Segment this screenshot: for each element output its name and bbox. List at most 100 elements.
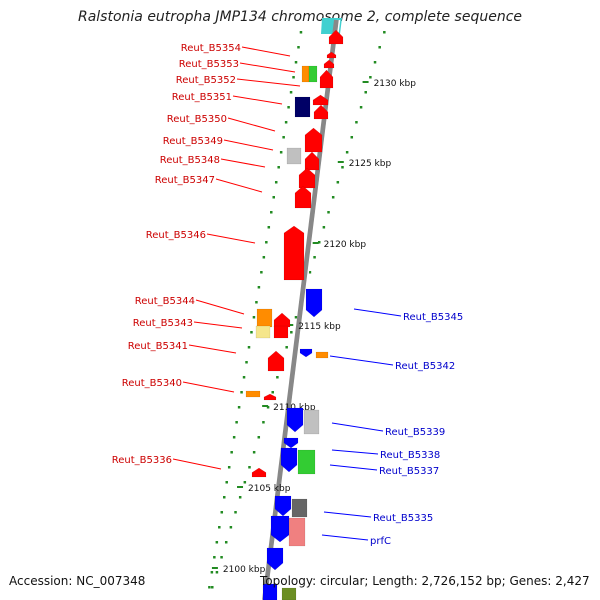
gene-b5338 [280,447,298,473]
gene-label-right: Reut_B5345 [403,312,463,323]
leader-line-right [331,422,384,432]
gene-b5353-arrow [323,59,335,69]
leader-line-left [220,158,266,168]
accession-label: Accession: NC_007348 [9,574,146,588]
gene-b5341 [267,350,285,372]
guide-dot-left [232,436,236,439]
gene-label-left: Reut_B5347 [155,175,215,186]
leader-line-left [206,233,256,244]
guide-dot-left [242,376,246,379]
guide-dot-right [331,196,335,199]
guide-dot-left [225,481,228,484]
guide-dot-left [292,76,295,79]
guide-dot-right [336,181,340,184]
guide-dot-left [279,151,283,154]
guide-dot-right [359,106,363,109]
guide-dot-right [373,61,377,64]
guide-dot-right [322,226,326,229]
guide-dot-left [287,106,290,109]
guide-dot-left [250,331,253,334]
guide-dot-left [262,256,266,259]
ruler-label: 2130 kbp [374,79,417,89]
guide-dot-right [276,376,279,379]
gene-b5344 [256,308,273,328]
gene-label-right: Reut_B5338 [380,450,440,461]
gene-b5350 [313,104,329,120]
guide-dot-left [260,271,263,274]
leader-line-left [172,458,222,470]
gene-label-right: Reut_B5335 [373,513,433,524]
gene-b5352 [319,69,334,89]
guide-dot-right [234,511,237,514]
leader-line-right [353,308,402,317]
leader-line-right [331,449,379,455]
guide-dot-right [238,496,242,499]
gene-label-left: Reut_B5344 [135,296,195,307]
gene-b5354 [326,51,337,59]
leader-line-right [329,464,378,471]
gene-label-left: Reut_B5351 [172,92,232,103]
gene-label-left: Reut_B5343 [133,318,193,329]
guide-dot-left [235,421,238,424]
gene-b5339 [303,409,320,435]
guide-dot-left [294,61,298,64]
gene-b5343-pale [255,325,271,339]
guide-dot-left [222,496,226,499]
guide-dot-left [218,526,221,529]
leader-line-left [193,321,243,329]
ruler-label: 2100 kbp [223,565,266,575]
guide-dot-left [277,166,280,169]
leader-line-right [329,355,394,366]
leader-line-left [182,381,235,393]
gene-b5345 [305,288,323,318]
gene-b5335 [291,498,308,518]
guide-dot-right [383,31,386,34]
guide-dot-right [211,586,214,589]
guide-dot-left [267,226,271,229]
gene-b5343 [273,312,291,328]
gene-b5335-blue [274,495,292,517]
guide-dot-right [313,256,316,259]
gene-b5346 [283,225,305,281]
gene-label-left: Reut_B5354 [181,43,241,54]
gene-label-right: Reut_B5339 [385,427,445,438]
gene-b5349-grey [286,147,302,165]
ruler-label: 2120 kbp [324,240,367,250]
gene-label-left: Reut_B5349 [163,136,223,147]
guide-dot-right [266,406,270,409]
guide-dot-left [247,346,251,349]
guide-dot-right [341,166,344,169]
topology-label: Topology: circular; Length: 2,726,152 bp… [260,574,590,588]
guide-dot-right [317,241,321,244]
gene-b5338-arrow [283,437,299,449]
guide-dot-left [230,451,233,454]
guide-dot-right [285,346,288,349]
gene-prfc-blue [270,515,290,543]
guide-dot-left [272,196,275,199]
guide-dot-left [284,121,288,124]
gene-label-left: Reut_B5353 [179,59,239,70]
gene-bottom-c [281,587,297,600]
guide-dot-left [208,586,211,589]
gene-label-right: prfC [370,536,391,547]
leader-line-left [195,299,245,315]
ruler-label: 2105 kbp [248,484,291,494]
leader-line-left [223,139,274,151]
guide-dot-right [350,136,354,139]
guide-dot-left [255,301,258,304]
guide-dot-left [299,31,303,34]
guide-dot-right [290,331,293,334]
guide-dot-right [308,271,312,274]
guide-dot-right [262,421,265,424]
guide-dot-left [240,391,243,394]
guide-dot-left [289,91,293,94]
gene-label-right: Reut_B5342 [395,361,455,372]
guide-dot-left [252,316,256,319]
guide-dot-left [297,46,300,49]
gene-label-left: Reut_B5336 [112,455,172,466]
guide-dot-right [243,481,247,484]
gene-label-left: Reut_B5341 [128,341,188,352]
gene-label-right: Reut_B5337 [379,466,439,477]
guide-dot-left [213,556,216,559]
